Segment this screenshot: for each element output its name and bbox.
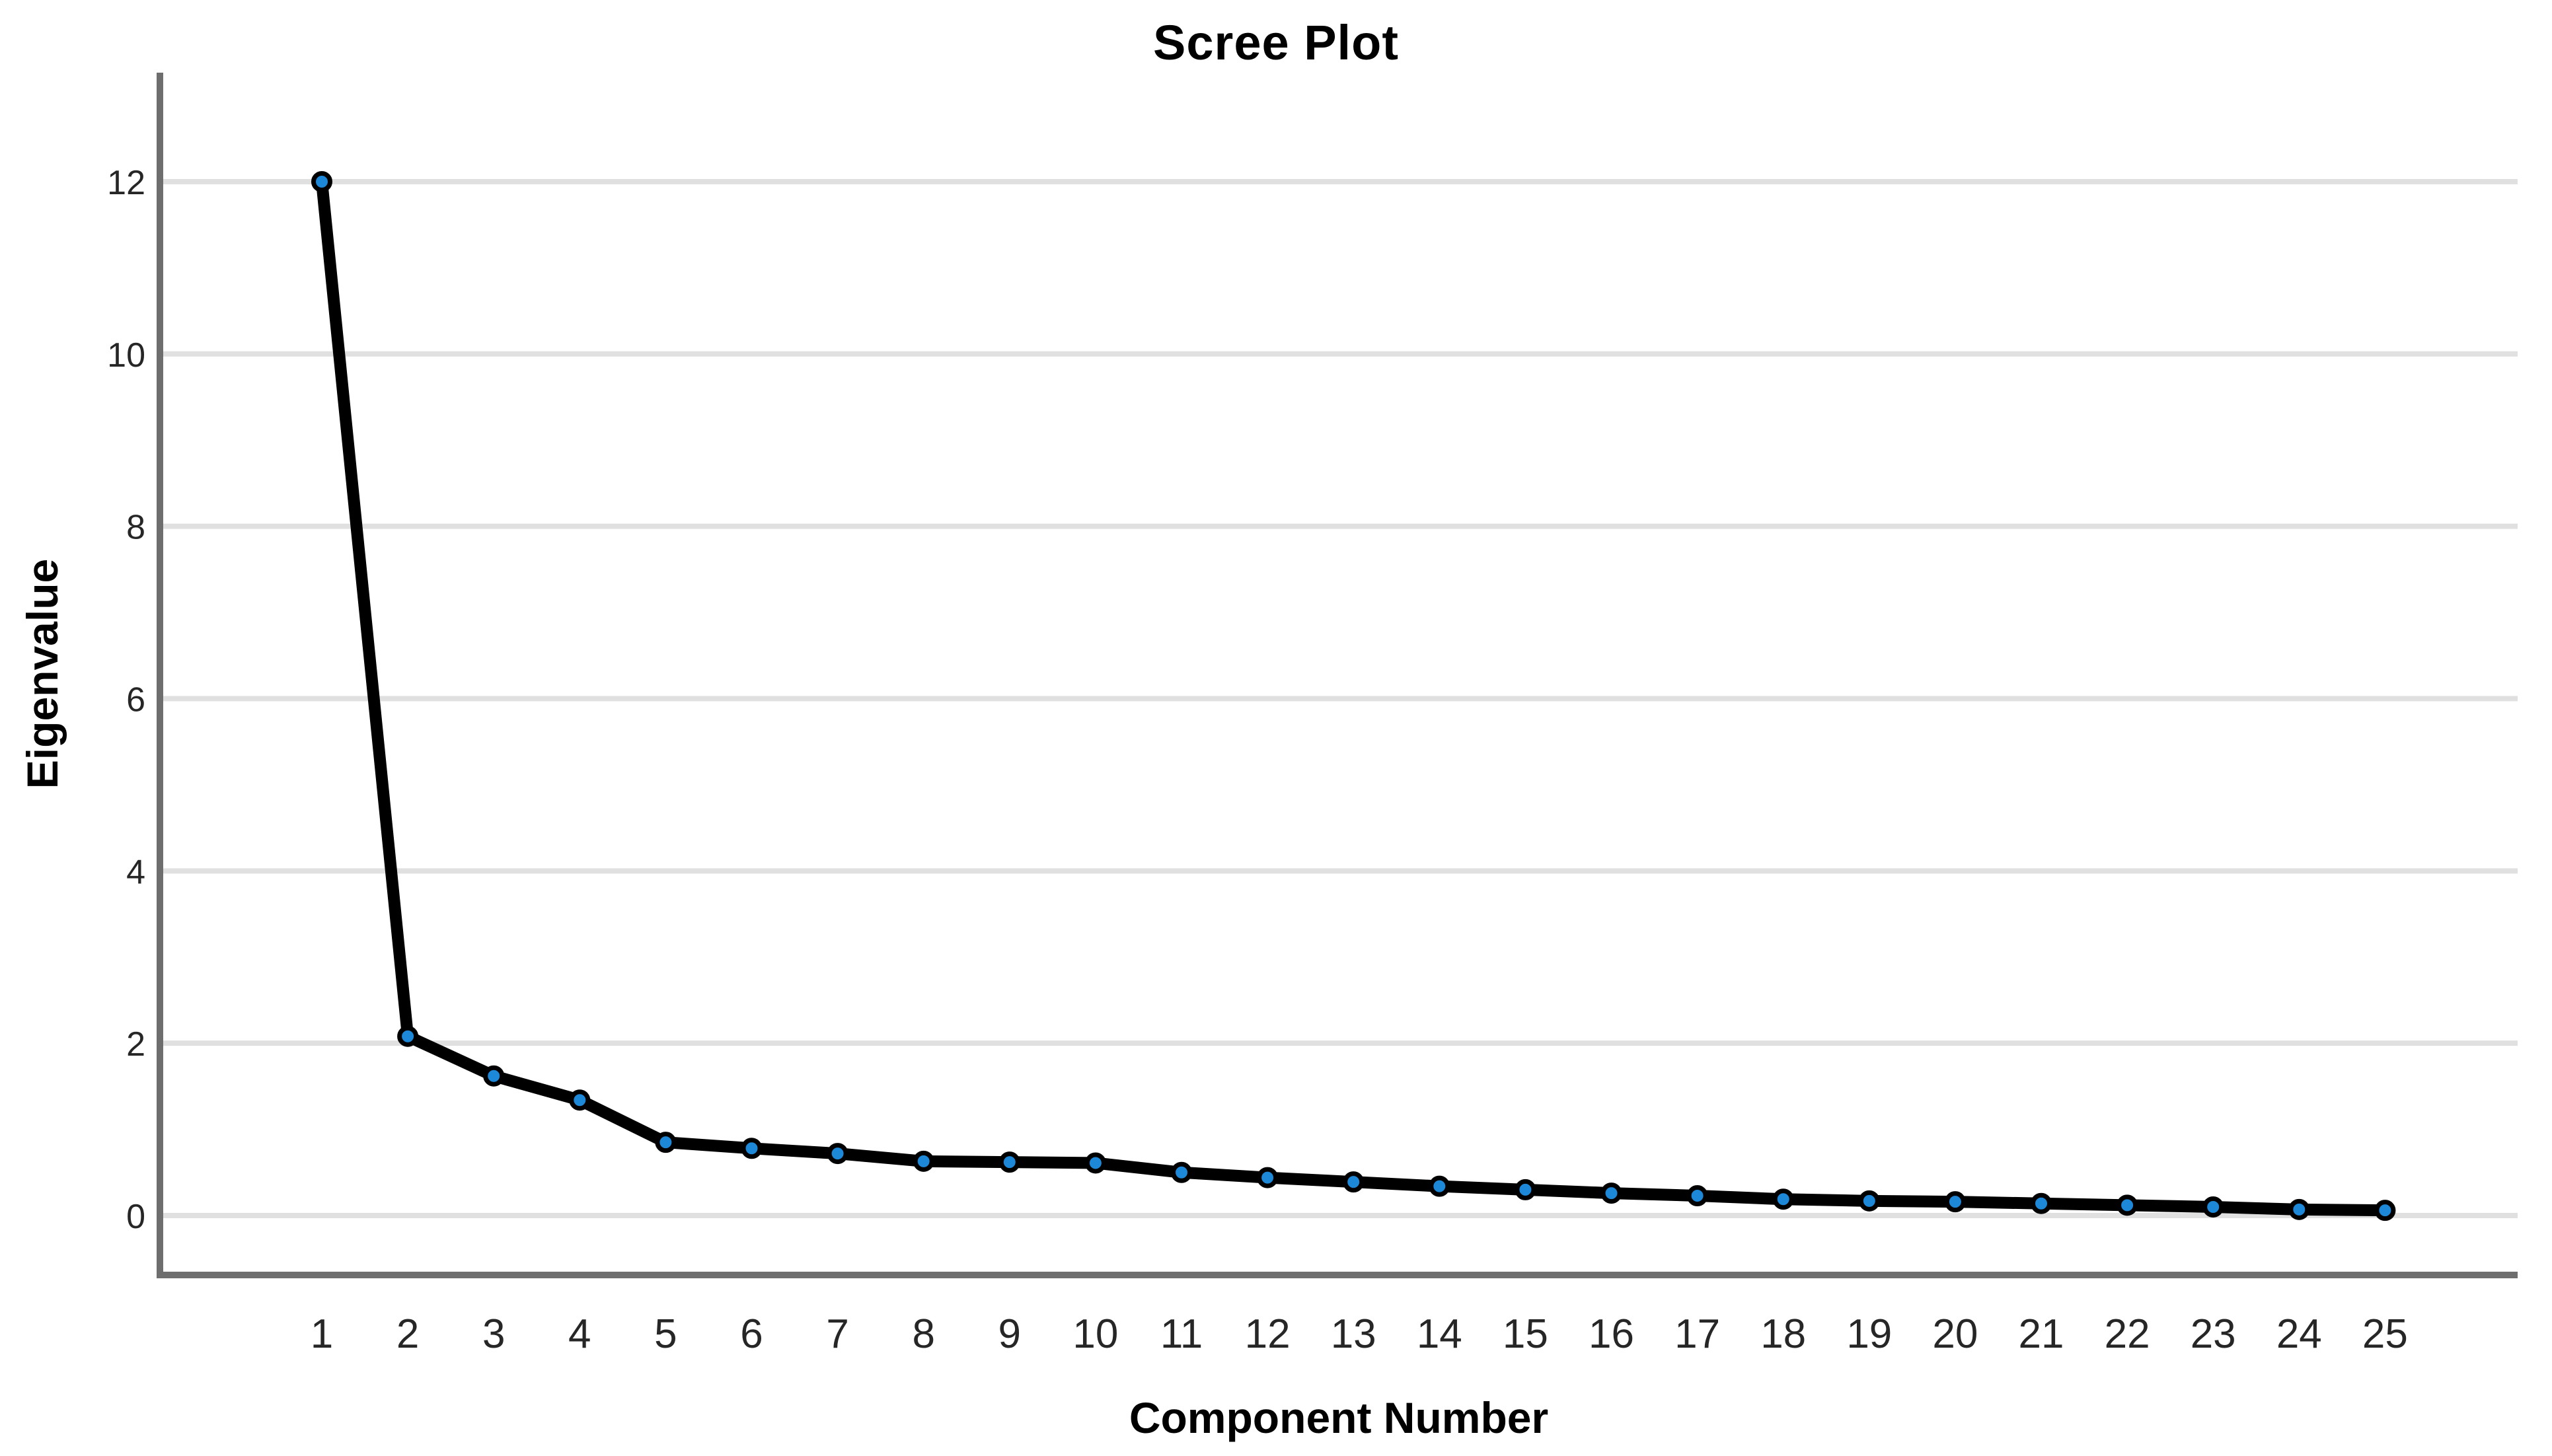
data-point [741, 1138, 763, 1159]
x-tick-label: 5 [654, 1311, 677, 1357]
data-point [311, 170, 332, 192]
y-tick-label: 10 [107, 336, 145, 375]
data-point [483, 1065, 505, 1087]
x-tick-label: 10 [1072, 1311, 1118, 1357]
data-point [1515, 1179, 1536, 1200]
data-point [1600, 1183, 1622, 1204]
data-point [913, 1150, 934, 1172]
y-tick-label: 4 [126, 853, 145, 891]
data-point [1858, 1190, 1880, 1212]
x-tick-label: 1 [311, 1311, 333, 1357]
x-tick-label: 19 [1846, 1311, 1892, 1357]
data-point [1772, 1188, 1794, 1210]
x-tick-label: 9 [998, 1311, 1021, 1357]
x-tick-label: 23 [2191, 1311, 2236, 1357]
x-tick-label: 24 [2276, 1311, 2322, 1357]
y-tick-label: 2 [126, 1025, 145, 1064]
x-tick-label: 15 [1503, 1311, 1548, 1357]
data-point [2288, 1198, 2310, 1220]
x-tick-label: 25 [2362, 1311, 2408, 1357]
data-point [1171, 1161, 1192, 1183]
x-tick-label: 17 [1674, 1311, 1720, 1357]
y-tick-label: 0 [126, 1198, 145, 1236]
y-tick-label: 6 [126, 680, 145, 719]
x-tick-label: 13 [1331, 1311, 1376, 1357]
chart-title: Scree Plot [1153, 15, 1399, 70]
data-point [2202, 1196, 2224, 1218]
data-point [1429, 1175, 1450, 1197]
x-tick-label: 11 [1160, 1311, 1203, 1357]
data-point [2374, 1200, 2396, 1221]
data-point [397, 1025, 419, 1047]
data-point [569, 1089, 591, 1111]
data-point [1257, 1167, 1279, 1188]
x-tick-label: 4 [568, 1311, 591, 1357]
x-tick-label: 21 [2019, 1311, 2064, 1357]
x-tick-label: 22 [2105, 1311, 2150, 1357]
x-tick-label: 6 [740, 1311, 763, 1357]
x-tick-label: 16 [1589, 1311, 1634, 1357]
data-point [2031, 1192, 2052, 1214]
data-point [998, 1151, 1020, 1173]
x-tick-label: 2 [396, 1311, 419, 1357]
data-point [2117, 1194, 2138, 1216]
x-tick-label: 8 [912, 1311, 934, 1357]
y-tick-label: 8 [126, 509, 145, 547]
y-tick-label: 12 [107, 164, 145, 202]
x-axis-title: Component Number [1129, 1393, 1549, 1442]
data-point [1084, 1152, 1106, 1174]
x-tick-label: 14 [1417, 1311, 1462, 1357]
x-tick-label: 20 [1932, 1311, 1978, 1357]
x-tick-label: 7 [826, 1311, 848, 1357]
data-point [1686, 1185, 1708, 1207]
data-point [655, 1132, 677, 1153]
x-tick-label: 18 [1760, 1311, 1806, 1357]
data-point [827, 1143, 848, 1165]
y-axis-title: Eigenvalue [18, 558, 67, 789]
x-tick-label: 12 [1245, 1311, 1291, 1357]
data-point [1343, 1171, 1365, 1193]
x-tick-label: 3 [482, 1311, 505, 1357]
data-point [1944, 1191, 1966, 1213]
